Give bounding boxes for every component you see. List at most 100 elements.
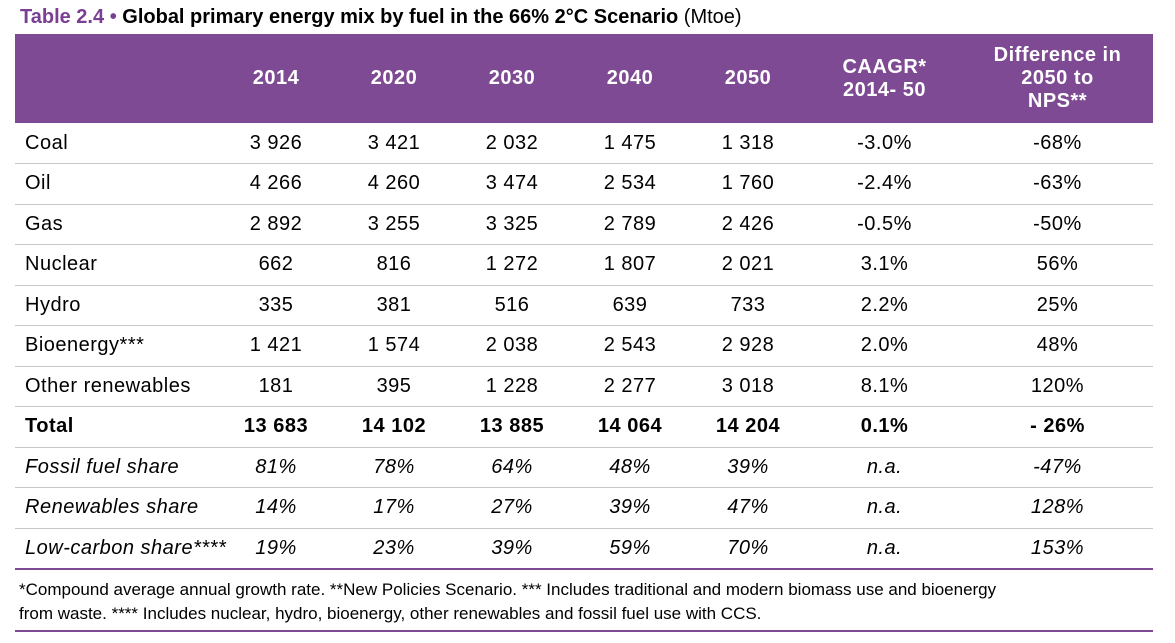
row-label: Total bbox=[25, 415, 74, 438]
header-caagr-line2: 2014- 50 bbox=[843, 78, 926, 101]
cell-2030: 516 bbox=[494, 293, 530, 316]
table-row-bioenergy: Bioenergy*** 1 421 1 574 2 038 2 543 2 9… bbox=[15, 326, 1153, 366]
cell-2040: 14 064 bbox=[597, 415, 663, 438]
cell-2050: 2 021 bbox=[721, 253, 775, 276]
cell-caagr: 3.1% bbox=[860, 253, 909, 276]
cell-2014: 2 892 bbox=[249, 212, 303, 235]
table-row-hydro: Hydro 335 381 516 639 733 2.2% 25% bbox=[15, 285, 1153, 326]
table-row-coal: Coal 3 926 3 421 2 032 1 475 1 318 -3.0%… bbox=[15, 123, 1153, 164]
cell-2050: 2 426 bbox=[721, 212, 775, 235]
cell-2040: 1 807 bbox=[603, 253, 657, 276]
energy-mix-table: 2014 2020 2030 2040 2050 CAAGR* 2014- 50… bbox=[15, 34, 1153, 570]
row-label: Low-carbon share**** bbox=[25, 536, 227, 559]
title-bullet: • bbox=[109, 6, 117, 28]
cell-2014: 4 266 bbox=[249, 172, 303, 195]
table-row-total: Total 13 683 14 102 13 885 14 064 14 204… bbox=[15, 407, 1153, 447]
cell-caagr: n.a. bbox=[866, 536, 903, 559]
cell-2014: 14% bbox=[255, 496, 297, 519]
cell-2020: 3 421 bbox=[367, 131, 421, 154]
cell-2040: 2 277 bbox=[603, 374, 657, 397]
cell-2020: 816 bbox=[376, 253, 412, 276]
cell-2014: 81% bbox=[255, 455, 297, 478]
footnote-line1: *Compound average annual growth rate. **… bbox=[19, 580, 997, 599]
table-title: Table 2.4 • Global primary energy mix by… bbox=[20, 6, 742, 29]
cell-2050: 1 318 bbox=[721, 131, 775, 154]
cell-difference: -68% bbox=[1033, 131, 1082, 154]
header-2040: 2040 bbox=[606, 67, 654, 89]
cell-caagr: 0.1% bbox=[860, 415, 909, 438]
table-row-oil: Oil 4 266 4 260 3 474 2 534 1 760 -2.4% … bbox=[15, 164, 1153, 204]
cell-2014: 335 bbox=[258, 293, 294, 316]
cell-difference: 128% bbox=[1030, 496, 1085, 519]
cell-2030: 39% bbox=[491, 536, 533, 559]
row-label: Oil bbox=[25, 172, 51, 195]
row-label: Hydro bbox=[25, 293, 81, 316]
header-2030: 2030 bbox=[488, 67, 536, 89]
cell-difference: 153% bbox=[1030, 536, 1085, 559]
row-label: Fossil fuel share bbox=[25, 455, 180, 478]
cell-2040: 2 543 bbox=[603, 334, 657, 357]
cell-2050: 47% bbox=[727, 496, 769, 519]
cell-2050: 2 928 bbox=[721, 334, 775, 357]
cell-2050: 733 bbox=[730, 293, 766, 316]
row-label: Other renewables bbox=[25, 374, 191, 397]
row-label: Bioenergy*** bbox=[25, 334, 145, 357]
cell-2030: 13 885 bbox=[479, 415, 545, 438]
cell-difference: -47% bbox=[1033, 455, 1082, 478]
cell-2050: 14 204 bbox=[715, 415, 781, 438]
table-row-fossil-fuel-share: Fossil fuel share 81% 78% 64% 48% 39% n.… bbox=[15, 447, 1153, 488]
header-diff-line2: 2050 to bbox=[1021, 67, 1094, 89]
cell-2014: 181 bbox=[258, 374, 294, 397]
table-row-nuclear: Nuclear 662 816 1 272 1 807 2 021 3.1% 5… bbox=[15, 245, 1153, 285]
table-row-renewables-share: Renewables share 14% 17% 27% 39% 47% n.a… bbox=[15, 488, 1153, 528]
cell-2050: 70% bbox=[727, 536, 769, 559]
cell-2014: 662 bbox=[258, 253, 294, 276]
cell-2040: 39% bbox=[609, 496, 651, 519]
row-label: Gas bbox=[25, 212, 64, 235]
header-2020: 2020 bbox=[370, 67, 418, 89]
cell-2014: 3 926 bbox=[249, 131, 303, 154]
cell-difference: 56% bbox=[1036, 253, 1079, 276]
cell-2020: 395 bbox=[376, 374, 412, 397]
cell-caagr: 2.2% bbox=[860, 293, 909, 316]
table-row-other-renewables: Other renewables 181 395 1 228 2 277 3 0… bbox=[15, 366, 1153, 407]
row-label: Nuclear bbox=[25, 253, 98, 276]
cell-2030: 3 325 bbox=[485, 212, 539, 235]
table-footnote: *Compound average annual growth rate. **… bbox=[19, 578, 1154, 626]
cell-caagr: 8.1% bbox=[860, 374, 909, 397]
cell-difference: -50% bbox=[1033, 212, 1082, 235]
header-2014: 2014 bbox=[252, 67, 300, 89]
cell-2014: 1 421 bbox=[249, 334, 303, 357]
cell-caagr: n.a. bbox=[866, 496, 903, 519]
cell-2050: 39% bbox=[727, 455, 769, 478]
cell-2040: 59% bbox=[609, 536, 651, 559]
cell-2040: 639 bbox=[612, 293, 648, 316]
cell-2050: 1 760 bbox=[721, 172, 775, 195]
footnote-line2: from waste. **** Includes nuclear, hydro… bbox=[19, 604, 762, 623]
table-row-low-carbon-share: Low-carbon share**** 19% 23% 39% 59% 70%… bbox=[15, 528, 1153, 569]
header-caagr: CAAGR* 2014- 50 bbox=[807, 34, 962, 123]
header-row: 2014 2020 2030 2040 2050 CAAGR* 2014- 50… bbox=[15, 34, 1153, 123]
row-label: Renewables share bbox=[25, 496, 199, 519]
cell-2030: 64% bbox=[491, 455, 533, 478]
header-difference: Difference in 2050 to NPS** bbox=[962, 34, 1153, 123]
cell-caagr: 2.0% bbox=[860, 334, 909, 357]
cell-difference: -63% bbox=[1033, 172, 1082, 195]
bottom-rule bbox=[15, 630, 1153, 632]
cell-caagr: n.a. bbox=[866, 455, 903, 478]
cell-caagr: -3.0% bbox=[857, 131, 912, 154]
header-label-cell bbox=[15, 34, 217, 123]
cell-difference: 48% bbox=[1036, 334, 1079, 357]
cell-2040: 48% bbox=[609, 455, 651, 478]
cell-2030: 2 038 bbox=[485, 334, 539, 357]
cell-caagr: -2.4% bbox=[857, 172, 912, 195]
header-diff-line1: Difference in bbox=[993, 44, 1122, 66]
table-row-gas: Gas 2 892 3 255 3 325 2 789 2 426 -0.5% … bbox=[15, 204, 1153, 245]
cell-caagr: -0.5% bbox=[857, 212, 912, 235]
cell-difference: 25% bbox=[1036, 293, 1079, 316]
cell-2020: 17% bbox=[373, 496, 415, 519]
cell-2020: 1 574 bbox=[367, 334, 421, 357]
header-caagr-line1: CAAGR* bbox=[842, 55, 927, 78]
cell-2030: 1 272 bbox=[485, 253, 539, 276]
header-2050: 2050 bbox=[724, 67, 772, 89]
